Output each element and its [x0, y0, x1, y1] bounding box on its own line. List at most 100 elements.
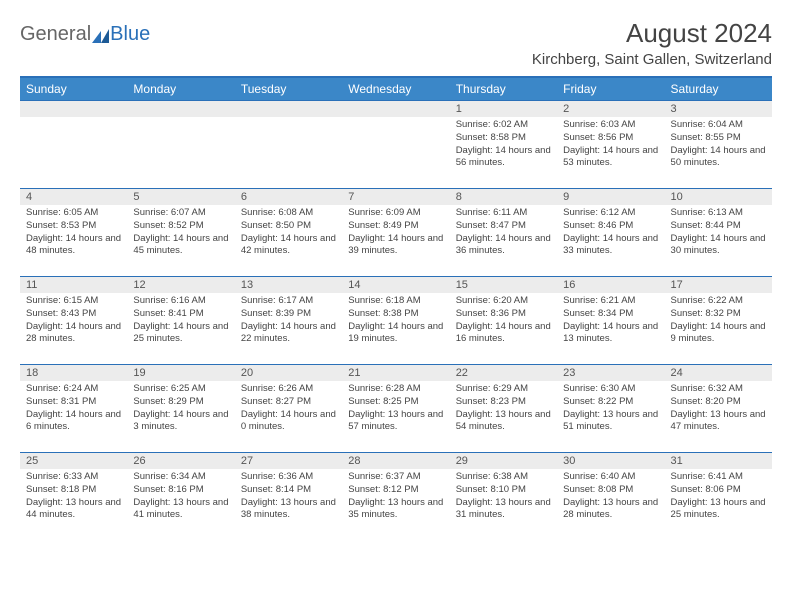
daylight-text: Daylight: 14 hours and 9 minutes. — [671, 321, 766, 347]
day-number: 6 — [235, 189, 342, 205]
day-number: 12 — [127, 277, 234, 293]
sunset-text: Sunset: 8:23 PM — [456, 396, 551, 409]
daylight-text: Daylight: 13 hours and 31 minutes. — [456, 497, 551, 523]
calendar-cell: 17Sunrise: 6:22 AMSunset: 8:32 PMDayligh… — [665, 277, 772, 365]
calendar-cell: 26Sunrise: 6:34 AMSunset: 8:16 PMDayligh… — [127, 453, 234, 541]
sunrise-text: Sunrise: 6:36 AM — [241, 471, 336, 484]
calendar-cell: 13Sunrise: 6:17 AMSunset: 8:39 PMDayligh… — [235, 277, 342, 365]
calendar-week-row: 11Sunrise: 6:15 AMSunset: 8:43 PMDayligh… — [20, 277, 772, 365]
sunset-text: Sunset: 8:31 PM — [26, 396, 121, 409]
day-number: 15 — [450, 277, 557, 293]
daylight-text: Daylight: 14 hours and 6 minutes. — [26, 409, 121, 435]
cell-body: Sunrise: 6:22 AMSunset: 8:32 PMDaylight:… — [665, 293, 772, 350]
sunset-text: Sunset: 8:47 PM — [456, 220, 551, 233]
calendar-cell: 15 Sunrise: 6:20 AMSunset: 8:36 PMDayligh… — [450, 277, 557, 365]
calendar-cell: 4Sunrise: 6:05 AMSunset: 8:53 PMDaylight… — [20, 189, 127, 277]
sunrise-text: Sunrise: 6:03 AM — [563, 119, 658, 132]
cell-body: Sunrise: 6:36 AMSunset: 8:14 PMDaylight:… — [235, 469, 342, 526]
calendar-header-row: Sunday Monday Tuesday Wednesday Thursday… — [20, 77, 772, 101]
sunrise-text: Sunrise: 6:20 AM — [456, 295, 551, 308]
daylight-text: Daylight: 14 hours and 42 minutes. — [241, 233, 336, 259]
day-number: 3 — [665, 101, 772, 117]
brand-logo: General Blue — [20, 18, 150, 44]
daylight-text: Daylight: 14 hours and 48 minutes. — [26, 233, 121, 259]
sunset-text: Sunset: 8:43 PM — [26, 308, 121, 321]
cell-body: Sunrise: 6:04 AMSunset: 8:55 PMDaylight:… — [665, 117, 772, 174]
day-number: 20 — [235, 365, 342, 381]
cell-body: Sunrise: 6:32 AMSunset: 8:20 PMDaylight:… — [665, 381, 772, 438]
calendar-cell: 25Sunrise: 6:33 AMSunset: 8:18 PMDayligh… — [20, 453, 127, 541]
col-header: Wednesday — [342, 77, 449, 101]
cell-body: Sunrise: 6:21 AMSunset: 8:34 PMDaylight:… — [557, 293, 664, 350]
day-number: 18 — [20, 365, 127, 381]
daylight-text: Daylight: 14 hours and 33 minutes. — [563, 233, 658, 259]
day-number: 1 — [450, 101, 557, 117]
day-number: 8 — [450, 189, 557, 205]
calendar-cell: 9Sunrise: 6:12 AMSunset: 8:46 PMDaylight… — [557, 189, 664, 277]
cell-body: Sunrise: 6:16 AMSunset: 8:41 PMDaylight:… — [127, 293, 234, 350]
sunrise-text: Sunrise: 6:12 AM — [563, 207, 658, 220]
day-number: 30 — [557, 453, 664, 469]
calendar-body: 1Sunrise: 6:02 AMSunset: 8:58 PMDaylight… — [20, 101, 772, 541]
calendar-cell: 16Sunrise: 6:21 AMSunset: 8:34 PMDayligh… — [557, 277, 664, 365]
daylight-text: Daylight: 14 hours and 0 minutes. — [241, 409, 336, 435]
daylight-text: Daylight: 13 hours and 35 minutes. — [348, 497, 443, 523]
title-block: August 2024 Kirchberg, Saint Gallen, Swi… — [532, 18, 772, 68]
location-text: Kirchberg, Saint Gallen, Switzerland — [532, 51, 772, 68]
daylight-text: Daylight: 14 hours and 16 minutes. — [456, 321, 551, 347]
day-number: 4 — [20, 189, 127, 205]
calendar-cell: 6Sunrise: 6:08 AMSunset: 8:50 PMDaylight… — [235, 189, 342, 277]
daylight-text: Daylight: 14 hours and 50 minutes. — [671, 145, 766, 171]
cell-body: Sunrise: 6:28 AMSunset: 8:25 PMDaylight:… — [342, 381, 449, 438]
day-number: 5 — [127, 189, 234, 205]
sunrise-text: Sunrise: 6:04 AM — [671, 119, 766, 132]
calendar-cell: 5Sunrise: 6:07 AMSunset: 8:52 PMDaylight… — [127, 189, 234, 277]
sunrise-text: Sunrise: 6:09 AM — [348, 207, 443, 220]
daylight-text: Daylight: 13 hours and 47 minutes. — [671, 409, 766, 435]
calendar-cell: 31Sunrise: 6:41 AMSunset: 8:06 PMDayligh… — [665, 453, 772, 541]
sunrise-text: Sunrise: 6:13 AM — [671, 207, 766, 220]
sunset-text: Sunset: 8:39 PM — [241, 308, 336, 321]
sunset-text: Sunset: 8:46 PM — [563, 220, 658, 233]
calendar-cell: 19Sunrise: 6:25 AMSunset: 8:29 PMDayligh… — [127, 365, 234, 453]
day-number: 2 — [557, 101, 664, 117]
day-number: 27 — [235, 453, 342, 469]
sunrise-text: Sunrise: 6:18 AM — [348, 295, 443, 308]
sunset-text: Sunset: 8:56 PM — [563, 132, 658, 145]
daylight-text: Daylight: 13 hours and 57 minutes. — [348, 409, 443, 435]
page-title: August 2024 — [532, 18, 772, 49]
sunrise-text: Sunrise: 6:15 AM — [26, 295, 121, 308]
day-number: 29 — [450, 453, 557, 469]
daylight-text: Daylight: 14 hours and 30 minutes. — [671, 233, 766, 259]
sunset-text: Sunset: 8:20 PM — [671, 396, 766, 409]
day-number: 21 — [342, 365, 449, 381]
sunrise-text: Sunrise: 6:02 AM — [456, 119, 551, 132]
day-number: 7 — [342, 189, 449, 205]
calendar-cell — [20, 101, 127, 189]
sunset-text: Sunset: 8:36 PM — [456, 308, 551, 321]
sunset-text: Sunset: 8:18 PM — [26, 484, 121, 497]
sunset-text: Sunset: 8:27 PM — [241, 396, 336, 409]
col-header: Friday — [557, 77, 664, 101]
header: General Blue August 2024 Kirchberg, Sain… — [20, 18, 772, 68]
sunset-text: Sunset: 8:08 PM — [563, 484, 658, 497]
calendar-cell — [235, 101, 342, 189]
calendar-cell: 18 Sunrise: 6:24 AMSunset: 8:31 PMDayligh… — [20, 365, 127, 453]
day-number: 22 — [450, 365, 557, 381]
brand-part2: Blue — [110, 24, 150, 44]
daylight-text: Daylight: 13 hours and 54 minutes. — [456, 409, 551, 435]
calendar-cell: 20Sunrise: 6:26 AMSunset: 8:27 PMDayligh… — [235, 365, 342, 453]
sunrise-text: Sunrise: 6:16 AM — [133, 295, 228, 308]
sunrise-text: Sunrise: 6:22 AM — [671, 295, 766, 308]
sunrise-text: Sunrise: 6:21 AM — [563, 295, 658, 308]
cell-body: Sunrise: 6:03 AMSunset: 8:56 PMDaylight:… — [557, 117, 664, 174]
daylight-text: Daylight: 14 hours and 25 minutes. — [133, 321, 228, 347]
sunrise-text: Sunrise: 6:11 AM — [456, 207, 551, 220]
sunset-text: Sunset: 8:16 PM — [133, 484, 228, 497]
calendar-cell: 21Sunrise: 6:28 AMSunset: 8:25 PMDayligh… — [342, 365, 449, 453]
sunrise-text: Sunrise: 6:32 AM — [671, 383, 766, 396]
sunrise-text: Sunrise: 6:24 AM — [26, 383, 121, 396]
calendar-cell: 24Sunrise: 6:32 AMSunset: 8:20 PMDayligh… — [665, 365, 772, 453]
daylight-text: Daylight: 14 hours and 45 minutes. — [133, 233, 228, 259]
daylight-text: Daylight: 13 hours and 41 minutes. — [133, 497, 228, 523]
